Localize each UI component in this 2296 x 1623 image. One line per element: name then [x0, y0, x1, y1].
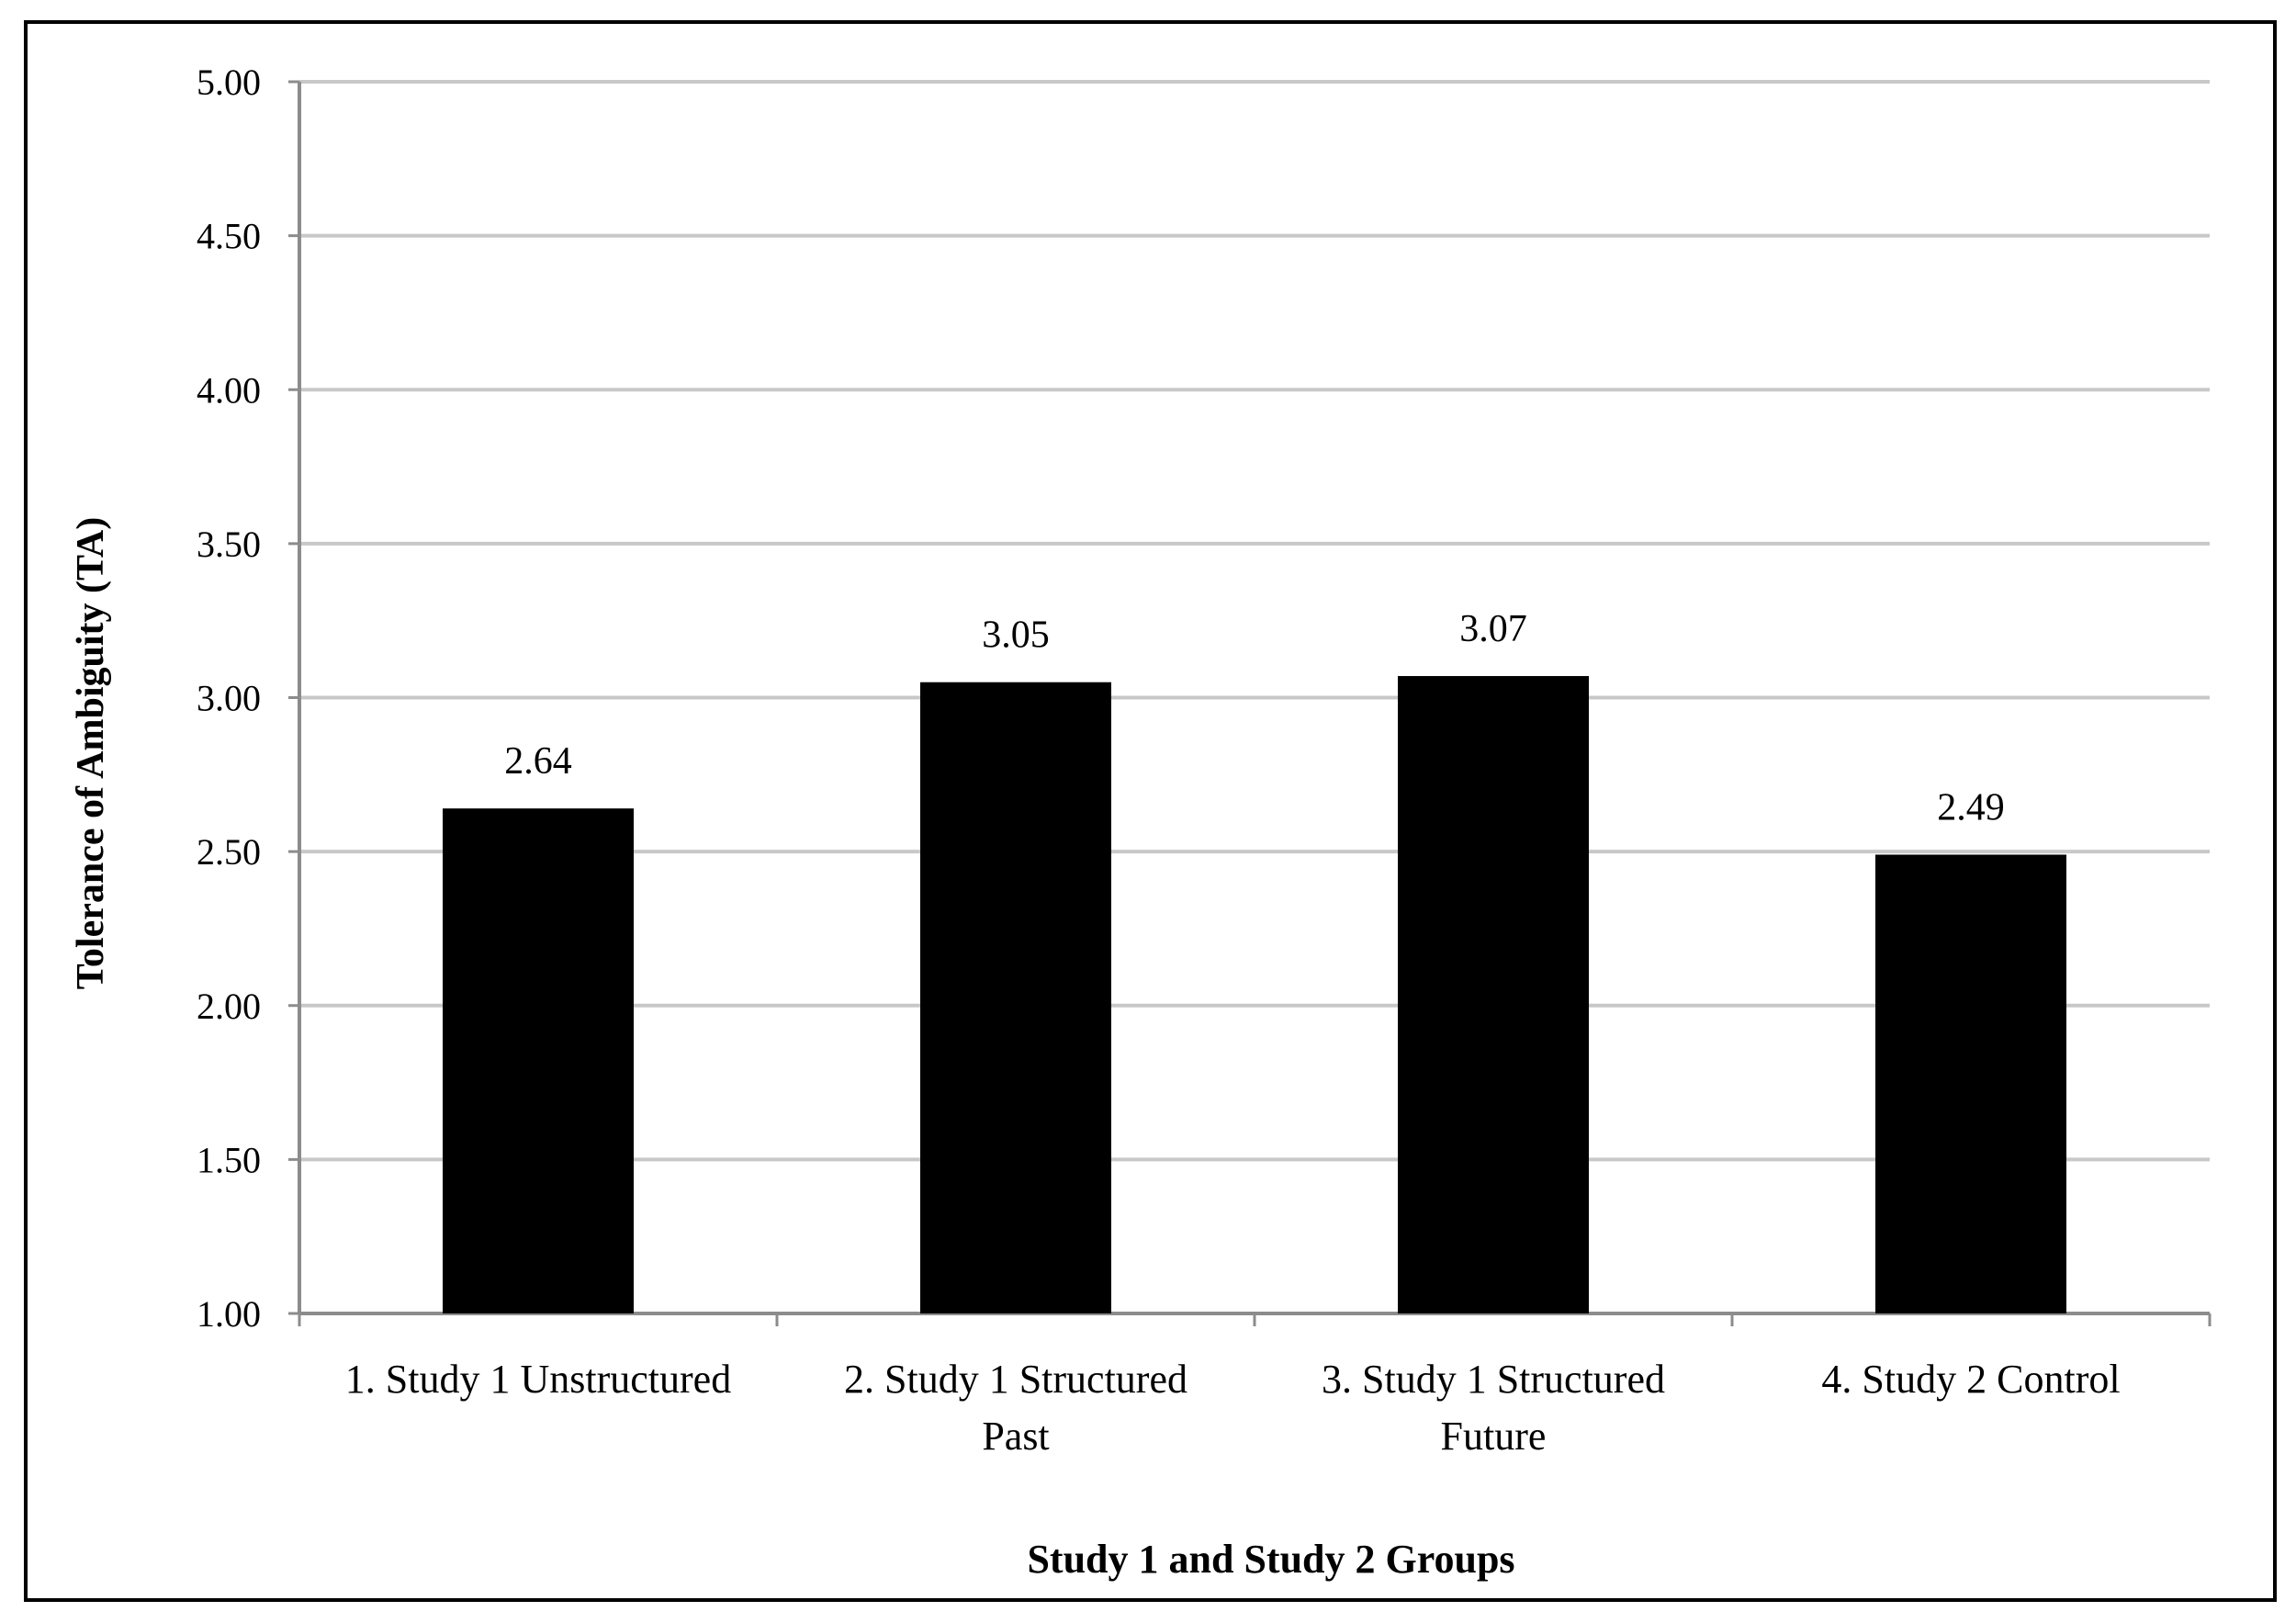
y-tick-label: 3.50 — [197, 524, 261, 565]
y-tick-label: 4.50 — [197, 216, 261, 257]
bar — [920, 682, 1111, 1313]
x-tick-label: Future — [1441, 1414, 1547, 1459]
y-tick-label: 5.00 — [197, 62, 261, 103]
data-labels: 2.64 3.05 3.07 2.49 — [504, 608, 2005, 828]
y-tick-label: 2.50 — [197, 831, 261, 873]
data-label: 3.07 — [1459, 608, 1527, 650]
bars — [443, 676, 2066, 1313]
x-tick-label: 2. Study 1 Structured — [844, 1357, 1187, 1402]
data-label: 3.05 — [982, 614, 1050, 657]
y-tick-label: 3.00 — [197, 678, 261, 719]
x-tick-label: Past — [982, 1414, 1049, 1459]
x-tick-label: 3. Study 1 Structured — [1322, 1357, 1665, 1402]
y-tick-label: 1.50 — [197, 1139, 261, 1180]
bar — [1398, 676, 1589, 1313]
x-tick-labels: 1. Study 1 Unstructured 2. Study 1 Struct… — [345, 1357, 2121, 1459]
y-tick-label: 4.00 — [197, 369, 261, 411]
x-tick-label: 4. Study 2 Control — [1821, 1357, 2120, 1402]
data-label: 2.49 — [1937, 786, 2005, 828]
bar — [1875, 854, 2066, 1313]
y-tick-labels: 1.00 1.50 2.00 2.50 3.00 3.50 4.00 4.50 5.00 — [197, 62, 261, 1335]
bar — [443, 808, 634, 1313]
chart-frame — [24, 20, 2277, 1602]
y-tick-label: 2.00 — [197, 986, 261, 1027]
x-tick-label: 1. Study 1 Unstructured — [345, 1357, 731, 1402]
y-axis-title: Tolerance of Ambiguity (TA) — [70, 517, 112, 989]
x-axis-title: Study 1 and Study 2 Groups — [1027, 1537, 1514, 1582]
data-label: 2.64 — [504, 740, 572, 783]
y-tick-label: 1.00 — [197, 1293, 261, 1335]
